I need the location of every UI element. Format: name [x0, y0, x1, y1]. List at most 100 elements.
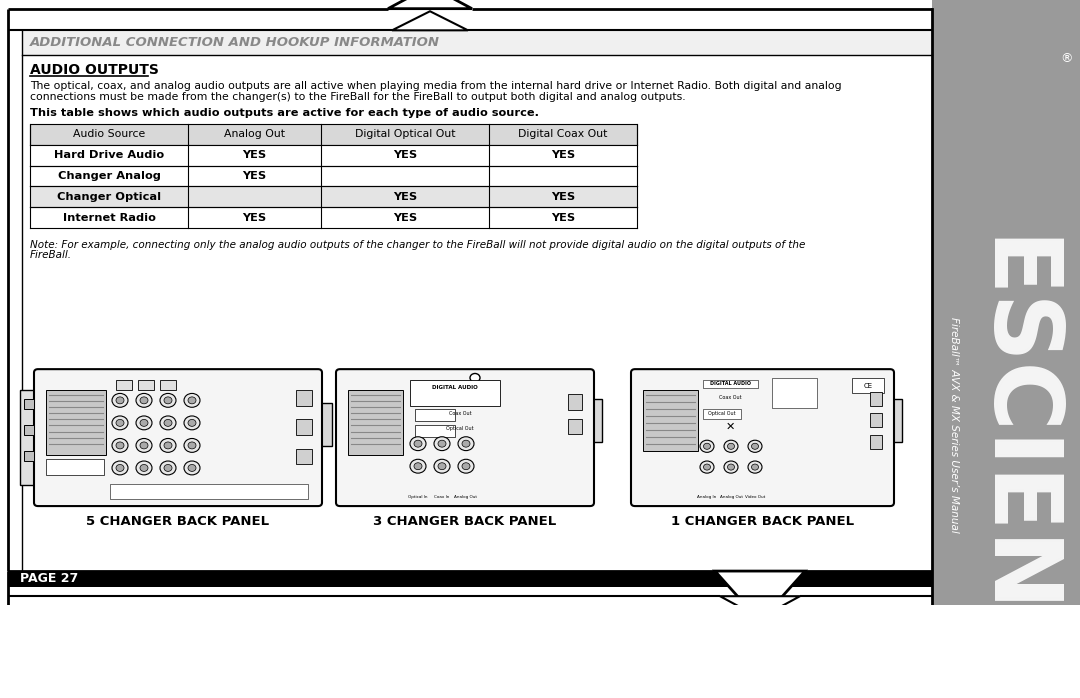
Bar — [415, 409, 455, 421]
Circle shape — [116, 442, 124, 449]
Circle shape — [140, 397, 148, 404]
Bar — [703, 380, 758, 388]
Circle shape — [703, 464, 711, 470]
Circle shape — [438, 440, 446, 447]
Bar — [932, 0, 1080, 605]
Text: Video Out: Video Out — [745, 495, 765, 499]
Bar — [30, 124, 637, 144]
Circle shape — [728, 464, 734, 470]
Circle shape — [136, 394, 152, 408]
Circle shape — [724, 461, 738, 473]
Text: The optical, coax, and analog audio outputs are all active when playing media fr: The optical, coax, and analog audio outp… — [30, 80, 841, 91]
Circle shape — [752, 443, 758, 450]
Bar — [348, 390, 403, 455]
Bar — [415, 424, 455, 437]
Circle shape — [184, 416, 200, 430]
Text: connections must be made from the changer(s) to the FireBall for the FireBall to: connections must be made from the change… — [30, 92, 686, 102]
Circle shape — [112, 438, 129, 452]
Text: YES: YES — [551, 192, 575, 202]
Bar — [110, 484, 308, 499]
Circle shape — [438, 463, 446, 470]
Text: Analog In: Analog In — [698, 495, 717, 499]
Bar — [296, 449, 312, 464]
Text: 3 CHANGER BACK PANEL: 3 CHANGER BACK PANEL — [374, 515, 556, 528]
Bar — [588, 399, 602, 442]
Circle shape — [188, 397, 195, 404]
Bar — [30, 207, 637, 228]
Circle shape — [470, 373, 480, 382]
Circle shape — [136, 416, 152, 430]
Bar — [870, 435, 882, 449]
Circle shape — [458, 459, 474, 473]
Polygon shape — [720, 596, 800, 618]
Circle shape — [140, 442, 148, 449]
Circle shape — [748, 461, 762, 473]
Polygon shape — [392, 11, 468, 30]
Text: Internet Radio: Internet Radio — [63, 212, 156, 223]
Text: YES: YES — [393, 150, 417, 160]
Text: Changer Analog: Changer Analog — [57, 171, 161, 181]
Circle shape — [136, 461, 152, 475]
Text: 5 CHANGER BACK PANEL: 5 CHANGER BACK PANEL — [86, 515, 270, 528]
Bar — [24, 399, 33, 409]
Bar — [24, 424, 33, 435]
Text: Coax In: Coax In — [434, 495, 449, 499]
Text: Digital Optical Out: Digital Optical Out — [354, 129, 456, 140]
Circle shape — [414, 463, 422, 470]
Text: YES: YES — [551, 150, 575, 160]
Text: Note: For example, connecting only the analog audio outputs of the changer to th: Note: For example, connecting only the a… — [30, 240, 806, 250]
Text: This table shows which audio outputs are active for each type of audio source.: This table shows which audio outputs are… — [30, 108, 539, 119]
Text: Analog Out: Analog Out — [224, 129, 285, 140]
Circle shape — [140, 419, 148, 426]
Bar — [30, 186, 637, 207]
Text: YES: YES — [393, 212, 417, 223]
Text: Changer Optical: Changer Optical — [57, 192, 161, 202]
Bar — [30, 144, 637, 165]
Text: FireBall™ AVX & MX Series User’s Manual: FireBall™ AVX & MX Series User’s Manual — [949, 317, 959, 533]
Circle shape — [116, 464, 124, 471]
Bar — [568, 394, 582, 410]
Circle shape — [434, 437, 450, 451]
Circle shape — [703, 443, 711, 450]
Text: YES: YES — [393, 192, 417, 202]
Text: Analog Out: Analog Out — [455, 495, 477, 499]
Circle shape — [414, 440, 422, 447]
Text: Audio Source: Audio Source — [72, 129, 145, 140]
Circle shape — [184, 461, 200, 475]
Bar — [160, 380, 176, 390]
Text: ®: ® — [1059, 52, 1072, 66]
Text: YES: YES — [242, 150, 267, 160]
Circle shape — [434, 459, 450, 473]
Circle shape — [462, 463, 470, 470]
FancyBboxPatch shape — [336, 369, 594, 506]
Circle shape — [752, 464, 758, 470]
Bar — [703, 409, 741, 419]
Bar — [643, 390, 698, 451]
Circle shape — [160, 461, 176, 475]
Text: Coax Out: Coax Out — [448, 410, 471, 416]
Bar — [21, 390, 40, 485]
Circle shape — [700, 461, 714, 473]
Bar — [46, 459, 104, 475]
Circle shape — [410, 437, 426, 451]
Bar — [24, 451, 33, 461]
Circle shape — [160, 416, 176, 430]
FancyBboxPatch shape — [631, 369, 894, 506]
Text: Optical Out: Optical Out — [446, 426, 474, 431]
Text: Digital Coax Out: Digital Coax Out — [518, 129, 608, 140]
Circle shape — [728, 443, 734, 450]
Polygon shape — [388, 0, 472, 8]
Circle shape — [160, 438, 176, 452]
Text: 1 CHANGER BACK PANEL: 1 CHANGER BACK PANEL — [671, 515, 854, 528]
Text: AUDIO OUTPUTS: AUDIO OUTPUTS — [30, 64, 159, 77]
Circle shape — [462, 440, 470, 447]
Circle shape — [164, 419, 172, 426]
Text: Optical Out: Optical Out — [708, 410, 735, 416]
Bar — [888, 399, 902, 442]
Text: YES: YES — [242, 171, 267, 181]
Circle shape — [164, 464, 172, 471]
Polygon shape — [715, 571, 805, 621]
Bar — [22, 30, 932, 54]
Circle shape — [116, 397, 124, 404]
Text: Coax Out: Coax Out — [718, 395, 741, 400]
